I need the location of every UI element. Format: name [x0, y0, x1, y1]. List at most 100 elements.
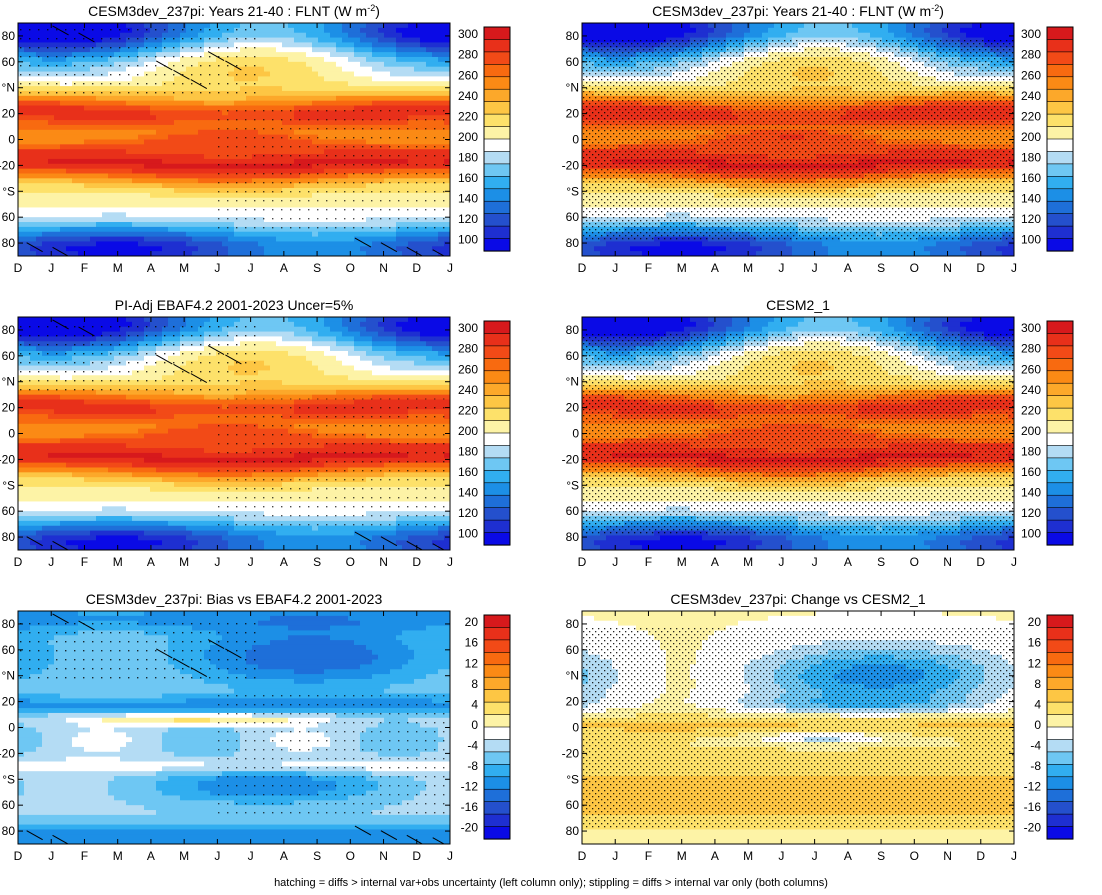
x-tick-label: A — [280, 261, 288, 275]
x-tick-label: O — [910, 555, 919, 569]
x-tick-label: O — [346, 261, 355, 275]
x-tick-label: J — [48, 555, 54, 569]
colorbar-swatch — [1046, 420, 1074, 434]
colorbar-swatch — [483, 163, 511, 177]
colorbar-label: 140 — [1021, 486, 1041, 500]
x-tick-label: J — [812, 849, 818, 863]
colorbar: 300 280 260 240 220 200 180 160 140 120 100 — [458, 320, 511, 546]
colorbar-label: 220 — [1021, 403, 1041, 417]
colorbar-label: -8 — [467, 759, 478, 773]
colorbar-label: 280 — [1021, 342, 1041, 356]
colorbar-swatch — [483, 64, 511, 78]
y-tick-label: 60 — [2, 798, 16, 812]
x-tick-label: J — [1011, 261, 1017, 275]
x-tick-label: S — [877, 555, 885, 569]
x-tick-label: J — [447, 261, 453, 275]
x-tick-label: J — [778, 849, 784, 863]
y-tick-label: °S — [2, 184, 15, 198]
colorbar-label: -20 — [1024, 821, 1042, 835]
stipple-overlay — [18, 27, 256, 98]
y-tick-label: 60 — [566, 798, 580, 812]
x-tick-label: M — [113, 849, 123, 863]
y-tick-label: 80 — [2, 617, 16, 631]
stipple-overlay — [212, 692, 450, 821]
colorbar-swatch — [483, 764, 511, 778]
colorbar-label: 16 — [1028, 636, 1042, 650]
colorbar-swatch — [1046, 320, 1074, 335]
colorbar-label: 12 — [1028, 656, 1042, 670]
colorbar-label: 4 — [471, 697, 478, 711]
panel-5: CESM3dev_237pi: Bias vs EBAF4.2 2001-202… — [0, 591, 511, 863]
x-tick-label: D — [578, 849, 587, 863]
colorbar-swatch — [1046, 614, 1074, 629]
y-tick-label: 20 — [566, 107, 580, 121]
x-tick-label: J — [778, 555, 784, 569]
x-tick-label: D — [14, 261, 23, 275]
x-tick-label: O — [910, 849, 919, 863]
x-tick-label: F — [81, 261, 88, 275]
x-tick-label: N — [943, 555, 952, 569]
x-tick-label: A — [844, 261, 852, 275]
hatching — [26, 25, 445, 256]
y-tick-label: 80 — [566, 617, 580, 631]
colorbar-swatch — [483, 126, 511, 140]
x-tick-label: M — [113, 555, 123, 569]
stipple-overlay — [582, 333, 1014, 534]
stipple-overlay — [582, 39, 1014, 240]
panel-title: CESM3dev_237pi: Years 21-40 : FLNT (W m-… — [652, 3, 944, 19]
colorbar-swatch — [483, 51, 511, 65]
colorbar-swatch — [1046, 51, 1074, 65]
x-tick-label: F — [645, 849, 652, 863]
x-tick-label: J — [812, 261, 818, 275]
y-tick-label: °S — [566, 772, 579, 786]
colorbar-swatch — [483, 519, 511, 534]
colorbar-label: 16 — [465, 636, 479, 650]
x-tick-label: N — [943, 849, 952, 863]
x-tick-label: J — [612, 261, 618, 275]
colorbar-swatch — [483, 151, 511, 165]
colorbar-label: 100 — [1021, 527, 1041, 541]
y-tick-label: 20 — [2, 107, 16, 121]
colorbar-label: 200 — [1021, 130, 1041, 144]
colorbar-swatch — [1046, 726, 1074, 741]
colorbar-swatch — [1046, 714, 1074, 728]
y-tick-label: 0 — [8, 721, 15, 735]
colorbar-swatch — [1046, 225, 1074, 240]
x-tick-label: S — [877, 849, 885, 863]
colorbar-swatch — [483, 225, 511, 240]
colorbar-label: 160 — [458, 171, 478, 185]
colorbar-label: -4 — [1030, 738, 1041, 752]
x-tick-label: N — [379, 555, 388, 569]
colorbar-swatch — [483, 333, 511, 347]
colorbar-swatch — [483, 188, 511, 202]
colorbar-swatch — [1046, 238, 1074, 252]
colorbar-swatch — [1046, 676, 1074, 691]
x-tick-label: M — [677, 555, 687, 569]
heatmap-field — [18, 317, 450, 550]
colorbar: 300 280 260 240 220 200 180 160 140 120 100 — [1021, 26, 1074, 252]
colorbar-swatch — [1046, 627, 1074, 641]
y-tick-label: °N — [566, 669, 579, 683]
colorbar-swatch — [483, 482, 511, 496]
colorbar-label: 120 — [1021, 212, 1041, 226]
colorbar-label: -12 — [461, 780, 479, 794]
colorbar-label: 20 — [465, 615, 479, 629]
colorbar-swatch — [483, 176, 511, 190]
colorbar-swatch — [1046, 507, 1074, 521]
x-tick-label: F — [645, 261, 652, 275]
panel-2: CESM3dev_237pi: Years 21-40 : FLNT (W m-… — [562, 3, 1074, 275]
x-tick-label: D — [14, 555, 23, 569]
colorbar-swatch — [483, 689, 511, 703]
x-tick-label: O — [346, 555, 355, 569]
heatmap-field — [582, 611, 1014, 844]
colorbar: 20 16 12 8 4 0 -4 -8 -12 -16 -20 — [461, 614, 511, 840]
colorbar-swatch — [483, 726, 511, 741]
colorbar-swatch — [483, 627, 511, 641]
x-tick-label: S — [877, 261, 885, 275]
panel-title: CESM3dev_237pi: Change vs CESM2_1 — [670, 591, 925, 607]
x-tick-label: J — [1011, 555, 1017, 569]
x-tick-label: M — [179, 849, 189, 863]
colorbar-swatch — [483, 138, 511, 153]
y-tick-label: 80 — [2, 236, 16, 250]
